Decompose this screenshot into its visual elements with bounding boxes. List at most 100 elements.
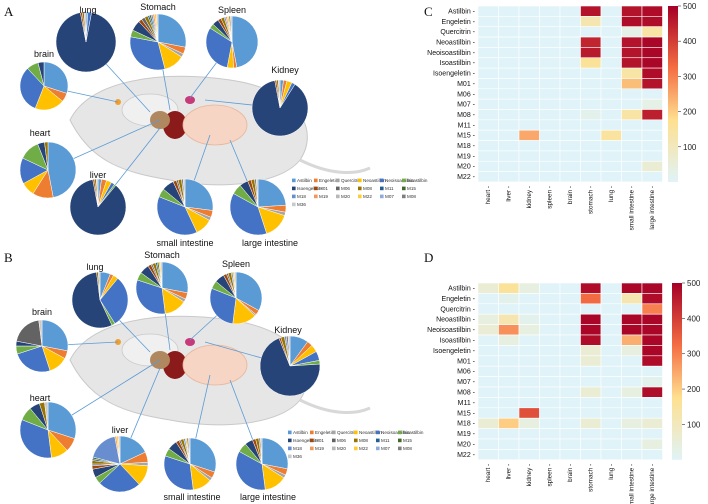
heat-cell-c-0-1 [498, 5, 520, 17]
pie-slice-a-brain-astilbin [43, 61, 69, 94]
col-label-d-5: stomach - [588, 464, 595, 492]
heat-cell-d-6-0 [477, 345, 499, 357]
heat-cell-d-8-3 [539, 365, 561, 377]
pie-slice-b-liver-neoisoastilbin [99, 463, 140, 493]
row-label-d-10: M08 - [457, 389, 476, 396]
heat-cell-c-7-1 [498, 78, 520, 90]
legend-swatch-a-7 [314, 186, 318, 191]
heat-cell-d-2-5 [580, 303, 602, 315]
heat-cell-d-5-1 [498, 334, 520, 346]
heat-cell-c-16-6 [600, 171, 622, 183]
heat-cell-c-4-6 [600, 47, 622, 59]
col-label-d-4: brain - [567, 464, 574, 482]
pie-slice-a-lung-m36 [83, 11, 87, 43]
pie-slice-b-lung-neoisoastilbin [99, 278, 129, 324]
heat-cell-d-9-2 [518, 376, 540, 388]
heat-cell-c-4-5 [580, 47, 602, 59]
heat-cell-d-12-2 [518, 407, 540, 419]
legend-swatch-b-11 [398, 438, 402, 443]
legend-label-b-1: Engeletin [315, 430, 335, 435]
heat-cell-d-8-7 [621, 365, 643, 377]
heat-cell-c-9-1 [498, 98, 520, 110]
pie-slice-b-large-intestine-m36 [260, 437, 263, 465]
legend-swatch-b-0 [288, 430, 292, 435]
heat-cell-c-4-7 [621, 47, 643, 59]
heat-cell-c-16-2 [518, 171, 540, 183]
legend-swatch-b-2 [332, 430, 336, 435]
heat-cell-d-15-4 [559, 438, 581, 450]
heat-cell-d-1-0 [477, 293, 499, 305]
legend-swatch-a-13 [314, 194, 318, 199]
legend-label-b-7: M01 [315, 438, 324, 443]
pie-slice-b-brain-m36 [38, 319, 43, 347]
heat-cell-d-4-3 [539, 324, 561, 336]
heat-cell-c-12-1 [498, 129, 520, 141]
heat-cell-c-8-5 [580, 88, 602, 100]
heat-cell-c-8-8 [641, 88, 663, 100]
legend-label-b-9: M08 [359, 438, 368, 443]
heat-cell-c-7-4 [559, 78, 581, 90]
pie-slice-a-large-intestine-neoisoastilbin [229, 193, 267, 236]
heat-cell-d-8-5 [580, 365, 602, 377]
heat-cell-d-6-8 [641, 345, 663, 357]
heat-cell-d-8-1 [498, 365, 520, 377]
heat-cell-d-2-8 [641, 303, 663, 315]
heat-cell-d-4-6 [600, 324, 622, 336]
legend-label-a-6: Isoengeletin [297, 186, 322, 191]
heat-cell-c-9-4 [559, 98, 581, 110]
heat-cell-d-3-0 [477, 313, 499, 325]
pie-label-b-lung: lung [86, 262, 103, 272]
heat-cell-c-8-6 [600, 88, 622, 100]
heat-cell-d-0-4 [559, 282, 581, 294]
heat-cell-c-6-8 [641, 67, 663, 79]
heat-cell-c-1-5 [580, 16, 602, 28]
heat-cell-d-15-3 [539, 438, 561, 450]
legend-label-b-12: M18 [293, 446, 302, 451]
legend-label-a-18: M36 [297, 202, 306, 207]
pie-a-spleen [205, 15, 259, 69]
heat-cell-d-1-1 [498, 293, 520, 305]
heat-cell-d-4-2 [518, 324, 540, 336]
pie-slice-a-heart-astilbin [47, 141, 77, 198]
heat-cell-d-15-2 [518, 438, 540, 450]
pie-label-a-stomach: Stomach [140, 2, 176, 12]
legend-swatch-a-9 [358, 186, 362, 191]
heat-cell-c-9-2 [518, 98, 540, 110]
heat-cell-d-1-5 [580, 293, 602, 305]
heat-cell-c-2-0 [477, 26, 499, 38]
heat-cell-c-11-3 [539, 119, 561, 131]
heat-cell-c-6-2 [518, 67, 540, 79]
heat-cell-d-4-0 [477, 324, 499, 336]
legend-swatch-b-18 [288, 454, 292, 459]
col-label-d-7: small intestine - [629, 464, 636, 504]
col-label-c-1: liver - [506, 186, 513, 202]
pie-slice-b-spleen-astilbin [235, 271, 263, 311]
col-label-c-2: kidney - [526, 186, 533, 208]
heat-cell-d-0-7 [621, 282, 643, 294]
pie-label-a-spleen: Spleen [218, 5, 246, 15]
col-label-c-4: brain - [567, 186, 574, 204]
heat-cell-c-7-0 [477, 78, 499, 90]
heat-cell-d-14-6 [600, 428, 622, 440]
row-label-d-13: M18 - [457, 421, 476, 428]
row-label-c-1: Engeletin - [442, 19, 476, 26]
heat-cell-d-16-3 [539, 449, 561, 461]
legend-swatch-b-3 [354, 430, 358, 435]
pie-slice-a-kidney-m36 [277, 79, 281, 109]
heat-cell-c-1-6 [600, 16, 622, 28]
heat-cell-c-13-1 [498, 140, 520, 152]
heat-cell-c-2-7 [621, 26, 643, 38]
legend-swatch-b-17 [398, 446, 402, 451]
heat-cell-d-3-3 [539, 313, 561, 325]
heat-cell-d-11-4 [559, 397, 581, 409]
legend-swatch-b-7 [310, 438, 314, 443]
legend-label-a-3: Neoastilbin [363, 178, 386, 183]
heat-cell-d-7-0 [477, 355, 499, 367]
row-label-d-4: Neoisoastilbin - [427, 327, 476, 334]
pie-a-liver [69, 178, 127, 236]
pie-label-a-kidney: Kidney [271, 65, 299, 75]
heat-cell-c-7-5 [580, 78, 602, 90]
heat-cell-c-13-8 [641, 140, 663, 152]
heat-cell-d-8-2 [518, 365, 540, 377]
heat-cell-c-10-8 [641, 109, 663, 121]
